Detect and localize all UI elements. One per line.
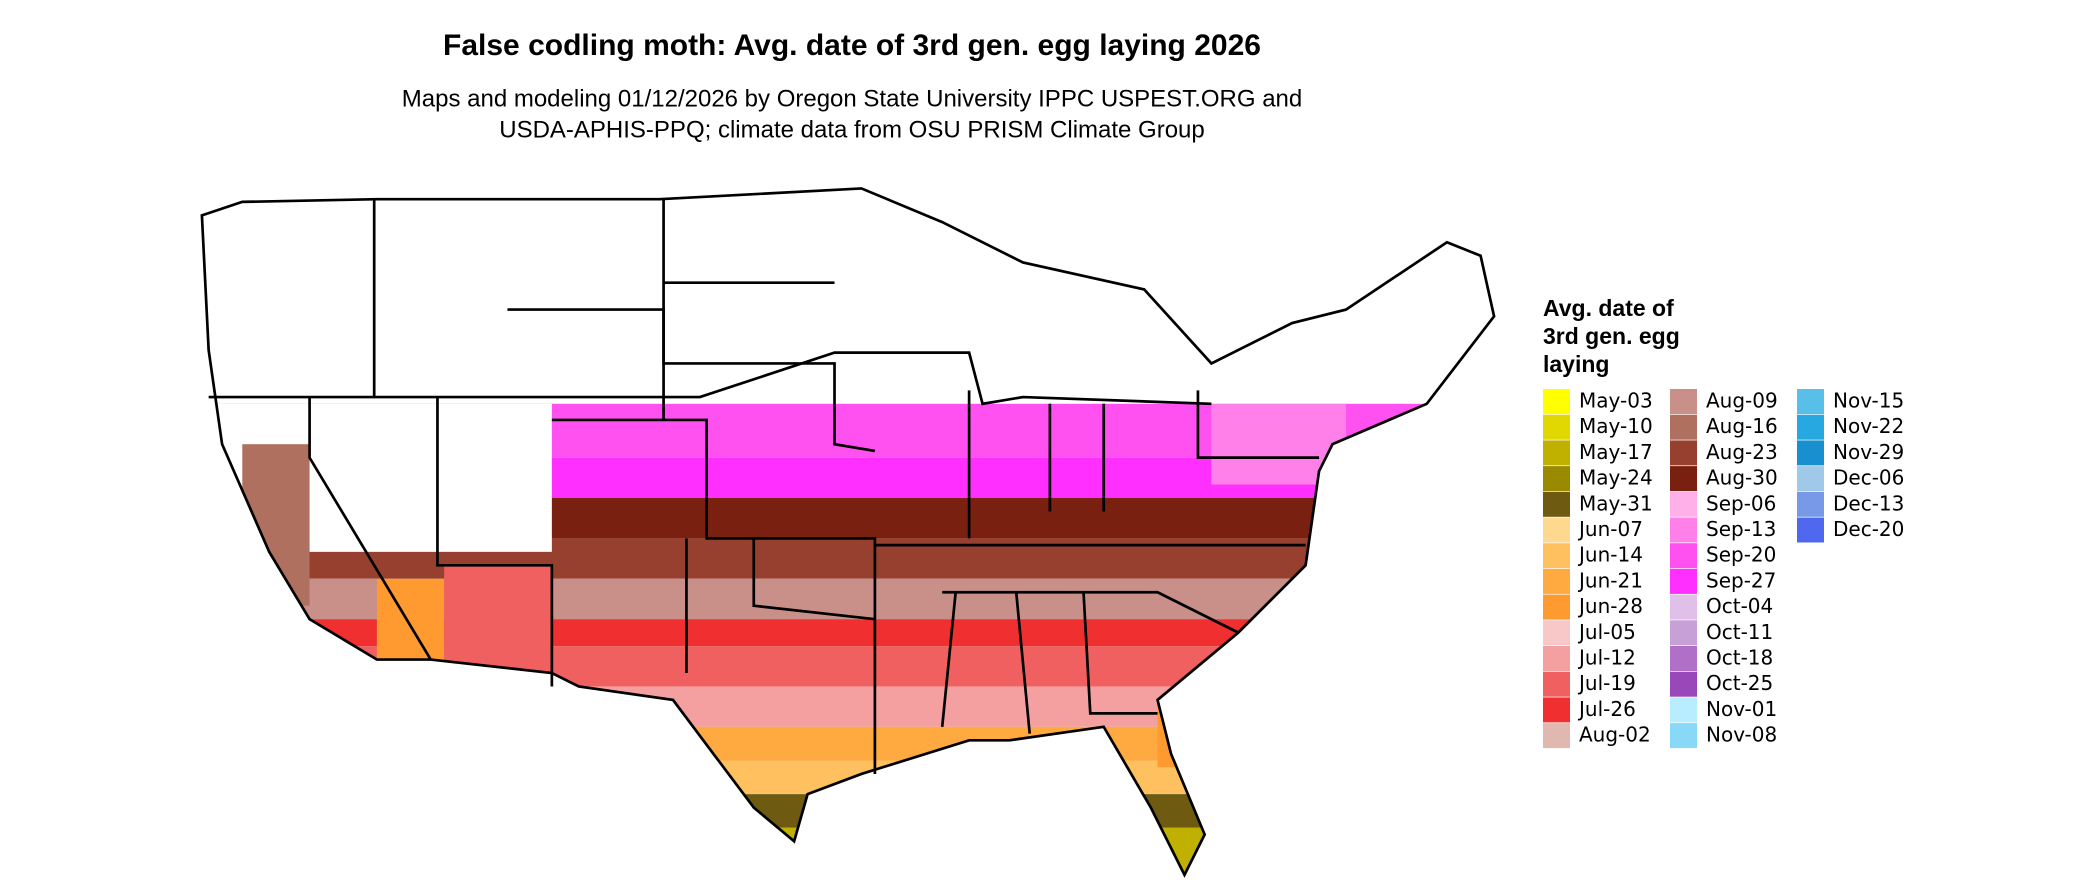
border — [662, 199, 876, 453]
legend-label: Jun-07 — [1577, 517, 1643, 541]
legend-label: Nov-15 — [1833, 389, 1904, 413]
legend-swatch — [1670, 389, 1697, 414]
legend-swatch — [1543, 646, 1570, 671]
legend-label: Jul-19 — [1577, 671, 1636, 695]
legend-label: Oct-11 — [1706, 620, 1773, 644]
legend-swatch — [1670, 440, 1697, 466]
map-zone — [201, 827, 1495, 875]
legend-label: Aug-09 — [1706, 389, 1778, 413]
legend-label: Nov-22 — [1833, 414, 1904, 438]
legend-label: Jun-14 — [1577, 543, 1643, 567]
map-subtitle: Maps and modeling 01/12/2026 by Oregon S… — [402, 85, 1302, 112]
legend-label: Dec-13 — [1833, 491, 1904, 515]
legend-swatch — [1670, 594, 1697, 620]
legend-swatch — [1797, 440, 1824, 466]
legend-swatch — [1543, 414, 1570, 440]
legend-swatch — [1543, 543, 1570, 569]
map-zone — [201, 726, 1495, 761]
map-zone — [376, 578, 445, 660]
border — [1082, 592, 1158, 715]
border — [436, 397, 554, 687]
border — [551, 418, 877, 774]
legend-swatch — [1670, 620, 1697, 646]
map-subtitle: USDA-APHIS-PPQ; climate data from OSU PR… — [499, 116, 1205, 143]
legend-label: Nov-29 — [1833, 440, 1904, 464]
legend-swatch — [1543, 620, 1570, 646]
legend-label: May-10 — [1579, 414, 1653, 438]
legend-label: Aug-16 — [1706, 414, 1778, 438]
map-zone — [201, 760, 1495, 795]
legend-swatch — [1797, 414, 1824, 440]
us-map — [200, 187, 1496, 877]
legend-swatch — [1543, 723, 1570, 749]
legend-swatch — [1670, 414, 1697, 440]
legend-swatch — [1670, 466, 1697, 492]
legend-label: Nov-01 — [1706, 697, 1777, 721]
legend-label: May-17 — [1579, 440, 1653, 464]
legend-swatch — [1797, 517, 1824, 543]
legend-label: Jul-05 — [1577, 620, 1636, 644]
legend-label: Jun-21 — [1577, 568, 1643, 592]
legend-title: 3rd gen. egg — [1543, 323, 1680, 349]
legend-label: Oct-18 — [1706, 646, 1773, 670]
map-zone — [201, 686, 1495, 727]
map-zone — [444, 565, 552, 673]
legend-label: Sep-27 — [1706, 568, 1776, 592]
legend-swatch — [1543, 594, 1570, 620]
legend-swatch — [1543, 517, 1570, 543]
legend-label: Nov-08 — [1706, 723, 1777, 747]
legend: Avg. date of 3rd gen. egg laying May-03M… — [1543, 295, 1904, 749]
legend-label: May-24 — [1579, 466, 1653, 490]
legend-swatch — [1797, 389, 1824, 414]
legend-label: Sep-20 — [1706, 543, 1776, 567]
border — [940, 592, 957, 727]
legend-label: Aug-23 — [1706, 440, 1778, 464]
legend-label: Jun-28 — [1577, 594, 1643, 618]
border — [942, 590, 1239, 634]
legend-swatch — [1797, 466, 1824, 492]
legend-label: Aug-30 — [1706, 466, 1778, 490]
legend-swatch — [1543, 389, 1570, 414]
legend-title: laying — [1543, 351, 1609, 377]
border — [1196, 390, 1320, 459]
legend-label: Sep-06 — [1706, 491, 1776, 515]
legend-swatch — [1670, 671, 1697, 697]
map-zone — [201, 188, 1495, 404]
legend-swatch — [1797, 491, 1824, 517]
map-zone — [242, 444, 310, 606]
legend-swatch — [1670, 491, 1697, 517]
map-zone — [1211, 403, 1346, 485]
legend-swatch — [1543, 568, 1570, 594]
legend-title: Avg. date of — [1543, 295, 1674, 321]
legend-label: Jul-26 — [1577, 697, 1636, 721]
legend-label: Oct-04 — [1706, 594, 1773, 618]
border — [1014, 592, 1032, 734]
legend-swatch — [1543, 440, 1570, 466]
border — [208, 351, 1212, 406]
legend-swatch — [1543, 697, 1570, 723]
border — [308, 397, 432, 661]
legend-swatch — [1543, 466, 1570, 492]
legend-swatch — [1670, 697, 1697, 723]
legend-label: Oct-25 — [1706, 671, 1773, 695]
legend-label: May-31 — [1579, 491, 1653, 515]
legend-swatch — [1670, 543, 1697, 569]
legend-swatch — [1670, 646, 1697, 671]
legend-label: Jul-12 — [1577, 646, 1636, 670]
map-title: False codling moth: Avg. date of 3rd gen… — [443, 29, 1261, 62]
legend-label: May-03 — [1579, 389, 1653, 413]
legend-label: Dec-06 — [1833, 466, 1904, 490]
legend-label: Sep-13 — [1706, 517, 1776, 541]
legend-label: Dec-20 — [1833, 517, 1904, 541]
state-borders — [200, 187, 1496, 877]
legend-swatch — [1670, 517, 1697, 543]
legend-swatch — [1670, 723, 1697, 749]
map-zone — [201, 794, 1495, 828]
legend-swatch — [1670, 568, 1697, 594]
legend-label: Aug-02 — [1579, 723, 1651, 747]
border — [752, 538, 876, 621]
legend-swatch — [1543, 491, 1570, 517]
legend-swatch — [1543, 671, 1570, 697]
